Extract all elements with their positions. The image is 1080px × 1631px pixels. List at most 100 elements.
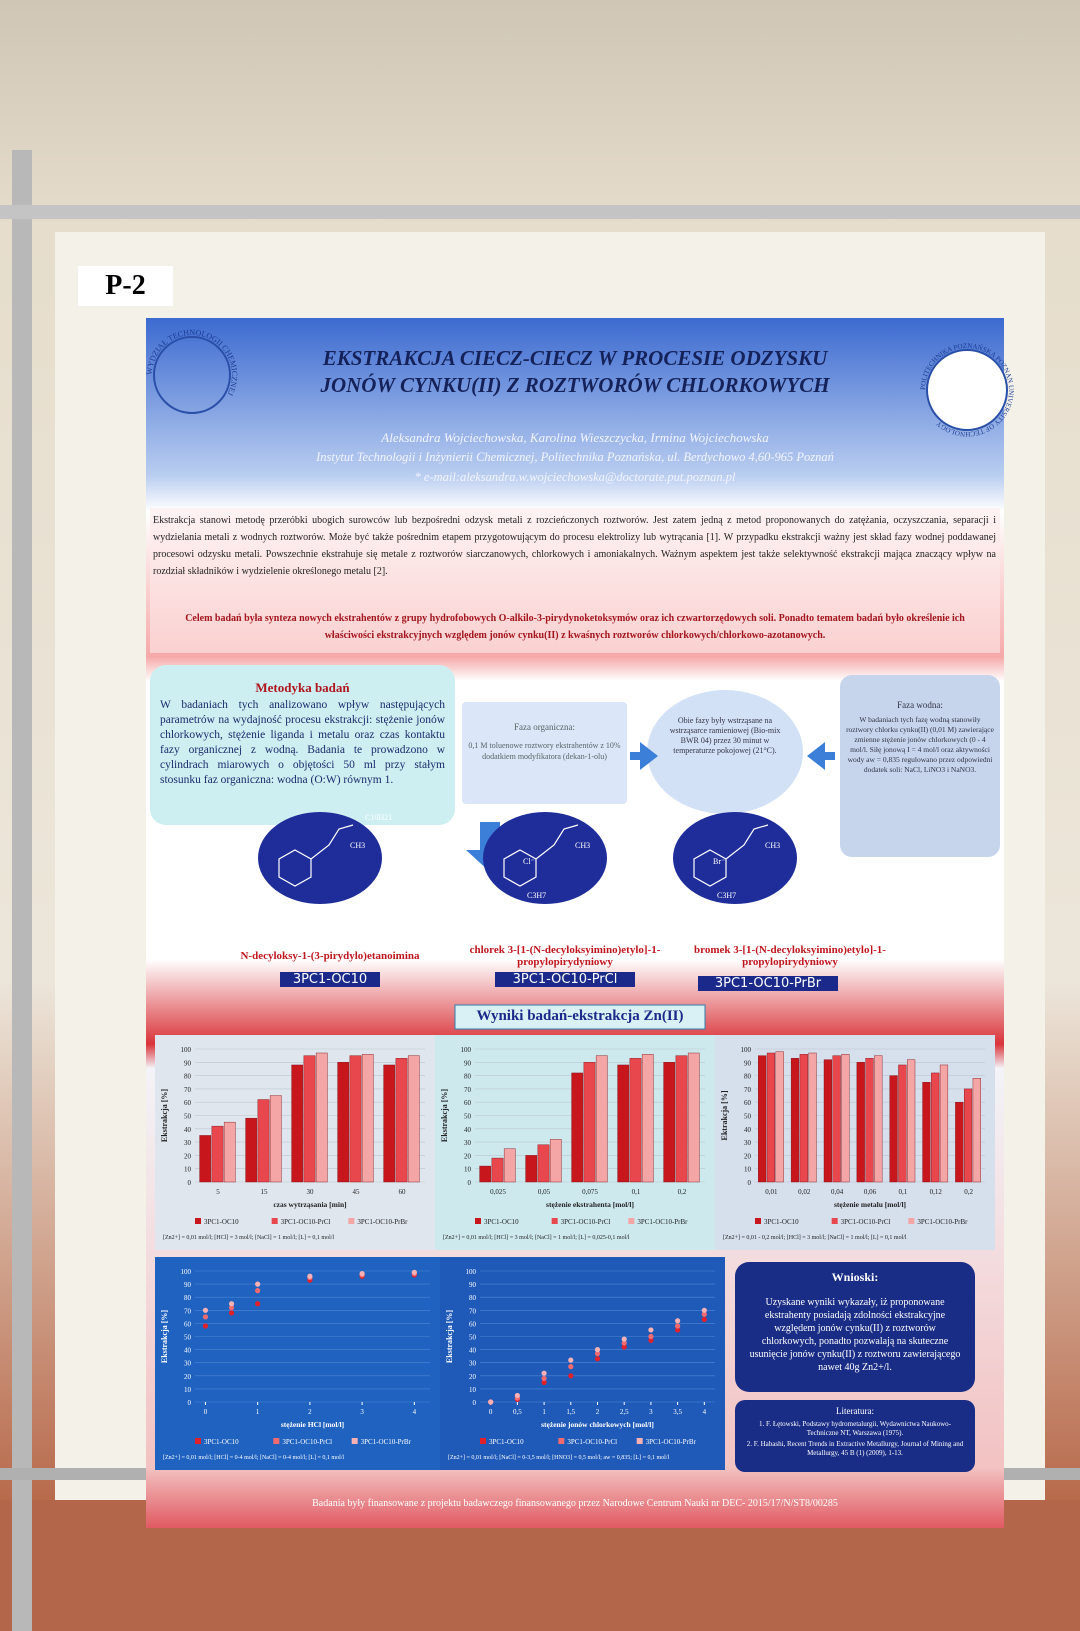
point — [675, 1323, 681, 1329]
x-axis-label: stężenie HCl [mol/l] — [281, 1420, 344, 1429]
bar — [617, 1064, 630, 1183]
point — [541, 1370, 547, 1376]
y-tick-label: 10 — [744, 1166, 752, 1174]
compound-name: bromek 3-[1-(N-decyloksyimino)etylo]-1-p… — [694, 944, 886, 968]
y-tick-label: 60 — [184, 1099, 192, 1107]
bar — [832, 1055, 841, 1183]
y-tick-label: 60 — [184, 1320, 192, 1328]
bar — [963, 1088, 973, 1183]
structure-label: C3H7 — [527, 891, 546, 900]
legend-label: 3PC1-OC10 — [204, 1218, 239, 1226]
bar — [641, 1054, 654, 1183]
legend-swatch — [271, 1218, 278, 1224]
point — [568, 1373, 574, 1379]
bar — [349, 1055, 362, 1183]
y-tick-label: 100 — [181, 1046, 192, 1054]
point — [255, 1281, 261, 1287]
y-tick-label: 80 — [469, 1294, 477, 1302]
legend-swatch — [755, 1218, 761, 1224]
y-tick-label: 100 — [741, 1046, 752, 1054]
point — [701, 1316, 707, 1323]
bar — [315, 1052, 328, 1183]
affiliation: Instytut Technologii i Inżynierii Chemic… — [316, 450, 834, 464]
bar — [583, 1062, 596, 1183]
compound-code: 3PC1-OC10-PrCl — [495, 972, 635, 987]
bar — [865, 1058, 874, 1183]
x-tick-label: 0 — [489, 1408, 493, 1416]
bar — [337, 1062, 350, 1183]
chart-note: [Zn2+] = 0,01 mol/l; [HCl] = 3 mol/l; [N… — [443, 1235, 630, 1241]
point — [594, 1350, 601, 1357]
x-tick-label: 1 — [542, 1408, 546, 1416]
legend-swatch — [195, 1438, 201, 1444]
bar — [361, 1054, 374, 1183]
literature-title: Literatura: — [836, 1406, 874, 1416]
bar — [383, 1064, 396, 1183]
arrow — [630, 742, 658, 770]
y-tick-label: 80 — [184, 1294, 192, 1302]
bar — [663, 1062, 676, 1183]
x-tick-label: 0,075 — [582, 1188, 598, 1196]
bar — [629, 1058, 642, 1183]
y-tick-label: 60 — [744, 1099, 752, 1107]
y-tick-label: 40 — [184, 1347, 192, 1355]
point — [568, 1357, 574, 1363]
structure-label: C10H21 — [590, 813, 617, 822]
aim-text: Celem badań była synteza nowych ekstrahe… — [185, 613, 965, 641]
structure-label: CH3 — [350, 841, 365, 850]
bar — [537, 1144, 550, 1183]
bar — [972, 1078, 981, 1183]
point — [255, 1301, 261, 1307]
legend-label: 3PC1-OC10-PrBr — [637, 1218, 688, 1226]
y-tick-label: 10 — [184, 1166, 192, 1174]
logo — [926, 349, 1008, 431]
y-tick-label: 20 — [744, 1152, 752, 1160]
legend-swatch — [636, 1438, 643, 1444]
footer: Badania były finansowane z projektu bada… — [312, 1498, 838, 1509]
y-tick-label: 0 — [188, 1399, 192, 1407]
x-tick-label: 3,5 — [673, 1408, 682, 1416]
bar — [931, 1072, 940, 1183]
y-tick-label: 0 — [468, 1179, 472, 1187]
x-tick-label: 3 — [360, 1408, 364, 1416]
chart-note: [Zn2+] = 0,01 - 0,2 mol/l; [HCl] = 3 mol… — [723, 1235, 907, 1241]
ring — [503, 824, 579, 887]
y-tick-label: 50 — [184, 1334, 192, 1342]
y-tick-label: 70 — [744, 1086, 752, 1094]
bar — [939, 1064, 949, 1183]
y-tick-label: 70 — [469, 1307, 477, 1315]
chart-note: [Zn2+] = 0,01 mol/l; [NaCl] = 0-3,5 mol/… — [448, 1455, 669, 1461]
ring — [278, 824, 354, 887]
x-tick-label: 60 — [399, 1188, 407, 1196]
results-title-box — [454, 1004, 706, 1030]
bar — [675, 1055, 688, 1183]
bar — [856, 1062, 865, 1183]
x-tick-label: 0,025 — [490, 1188, 506, 1196]
point — [648, 1337, 654, 1344]
structure-label: C3H7 — [717, 891, 736, 900]
x-tick-label: 4 — [703, 1408, 707, 1416]
y-tick-label: 100 — [461, 1046, 472, 1054]
y-tick-label: 20 — [184, 1373, 192, 1381]
x-tick-label: 1,5 — [566, 1408, 575, 1416]
x-tick-label: 5 — [216, 1188, 220, 1196]
point — [701, 1307, 707, 1313]
intro-box — [150, 508, 1000, 653]
water-title: Faza wodna: — [897, 700, 943, 710]
bar — [395, 1058, 408, 1183]
x-tick-label: 3 — [649, 1408, 653, 1416]
ring — [693, 824, 769, 887]
compound-code: 3PC1-OC10-PrBr — [698, 976, 838, 991]
intro-text: Ekstrakcja stanowi metodę przeróbki ubog… — [153, 515, 996, 577]
y-tick-label: 70 — [184, 1307, 192, 1315]
structure-label: Br⁻ — [713, 857, 725, 866]
legend-label: 3PC1-OC10 — [204, 1438, 239, 1446]
y-tick-label: 90 — [744, 1059, 752, 1067]
x-axis-label: czas wytrząsania [min] — [273, 1200, 346, 1209]
y-tick-label: 100 — [181, 1268, 192, 1276]
bar — [223, 1121, 236, 1183]
bar — [479, 1165, 492, 1183]
point — [594, 1347, 601, 1353]
bar — [269, 1095, 282, 1183]
